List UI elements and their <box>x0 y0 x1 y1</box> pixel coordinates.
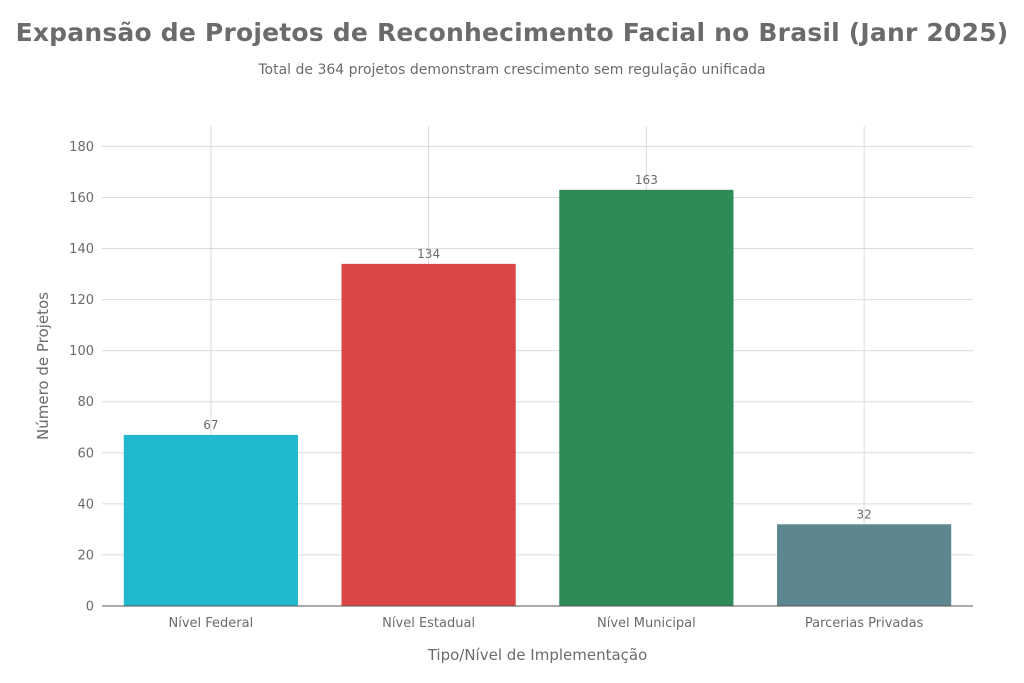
y-tick-label: 140 <box>69 242 94 257</box>
y-tick-label: 180 <box>69 140 94 155</box>
y-tick-label: 80 <box>77 395 94 410</box>
bar-value-label: 32 <box>856 507 871 521</box>
bars <box>123 189 952 607</box>
y-axis-ticks: 0 20 40 60 80 100 120 140 160 180 <box>69 140 94 615</box>
x-axis-title: Tipo/Nível de Implementação <box>427 646 648 664</box>
y-tick-label: 120 <box>69 293 94 308</box>
y-tick-label: 20 <box>77 548 94 563</box>
chart-subtitle: Total de 364 projetos demonstram crescim… <box>258 62 766 78</box>
bar-value-label: 67 <box>203 418 218 432</box>
bar <box>559 189 734 607</box>
y-tick-label: 0 <box>86 600 94 615</box>
chart-title: Expansão de Projetos de Reconhecimento F… <box>15 18 1009 47</box>
x-tick-label: Nível Federal <box>169 616 254 631</box>
bar <box>341 263 516 606</box>
bar-value-label: 163 <box>635 173 658 187</box>
y-tick-label: 160 <box>69 191 94 206</box>
bar <box>777 524 952 606</box>
x-tick-label: Nível Municipal <box>597 616 696 631</box>
x-tick-label: Nível Estadual <box>382 616 475 631</box>
x-tick-label: Parcerias Privadas <box>805 616 924 631</box>
y-tick-label: 100 <box>69 344 94 359</box>
y-axis-title: Número de Projetos <box>34 292 52 440</box>
bar-value-label: 134 <box>417 247 440 261</box>
x-axis-ticks: Nível Federal Nível Estadual Nível Municip… <box>169 616 924 631</box>
bar <box>123 434 298 606</box>
y-tick-label: 40 <box>77 497 94 512</box>
y-tick-label: 60 <box>77 446 94 461</box>
data-labels: 67 134 163 32 <box>203 173 872 521</box>
